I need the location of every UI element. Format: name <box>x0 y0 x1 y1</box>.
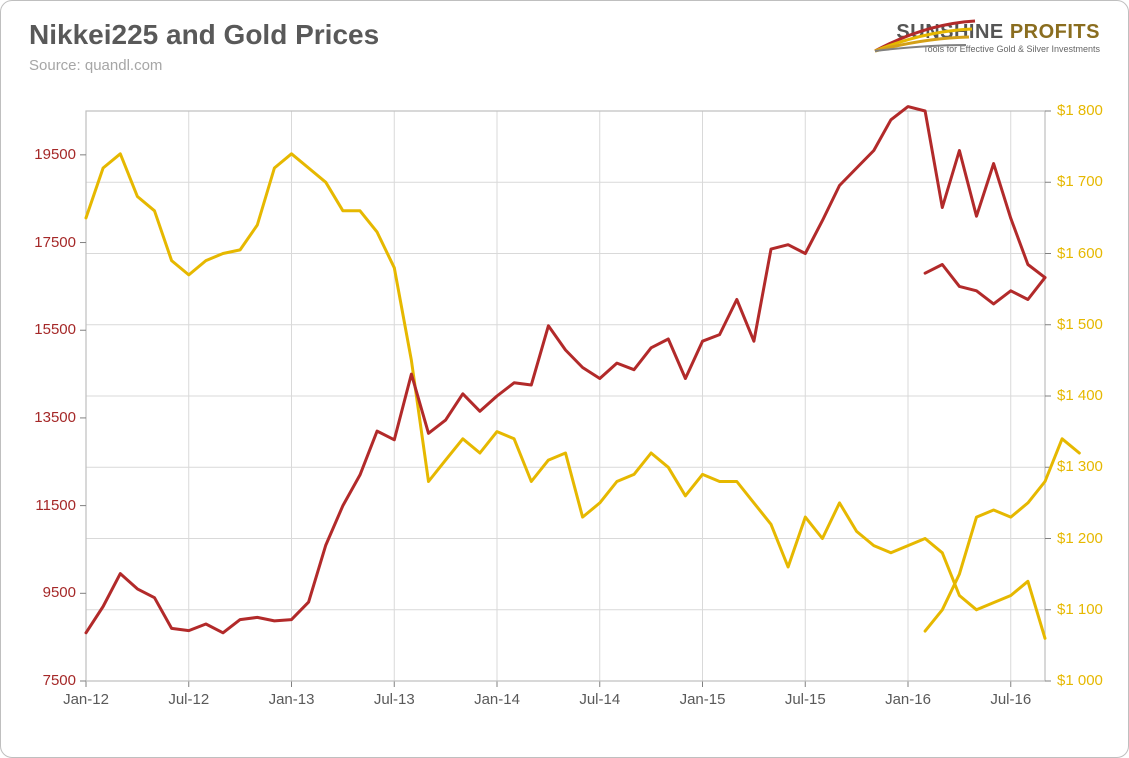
y-left-label: 17500 <box>16 234 76 251</box>
chart-container: Nikkei225 and Gold Prices Source: quandl… <box>0 0 1129 758</box>
y-right-label: $1 800 <box>1057 102 1127 119</box>
x-axis-label: Jul-13 <box>374 691 415 708</box>
y-right-label: $1 600 <box>1057 245 1127 262</box>
x-axis-label: Jan-12 <box>63 691 109 708</box>
y-right-label: $1 200 <box>1057 530 1127 547</box>
x-axis-label: Jul-16 <box>990 691 1031 708</box>
y-left-label: 11500 <box>16 497 76 514</box>
plot-area <box>86 111 1045 681</box>
x-axis-label: Jan-16 <box>885 691 931 708</box>
logo-text-profits: PROFITS <box>1004 21 1100 43</box>
y-left-label: 15500 <box>16 321 76 338</box>
x-axis-label: Jul-12 <box>168 691 209 708</box>
chart-title: Nikkei225 and Gold Prices <box>29 19 379 51</box>
chart-source: Source: quandl.com <box>29 57 162 74</box>
y-right-label: $1 700 <box>1057 173 1127 190</box>
logo-swoosh-icon <box>870 19 980 57</box>
y-left-label: 19500 <box>16 146 76 163</box>
y-right-label: $1 500 <box>1057 316 1127 333</box>
y-right-label: $1 100 <box>1057 601 1127 618</box>
y-right-label: $1 300 <box>1057 458 1127 475</box>
plot-svg <box>86 111 1045 681</box>
y-left-label: 7500 <box>16 672 76 689</box>
series-nikkei <box>86 107 1045 633</box>
y-right-label: $1 000 <box>1057 672 1127 689</box>
y-right-label: $1 400 <box>1057 387 1127 404</box>
x-axis-label: Jan-15 <box>680 691 726 708</box>
x-axis-label: Jul-15 <box>785 691 826 708</box>
brand-logo: SUNSHINE PROFITS Tools for Effective Gol… <box>870 21 1100 54</box>
x-axis-label: Jan-14 <box>474 691 520 708</box>
x-axis-label: Jul-14 <box>579 691 620 708</box>
x-axis-label: Jan-13 <box>269 691 315 708</box>
y-left-label: 13500 <box>16 409 76 426</box>
y-left-label: 9500 <box>16 584 76 601</box>
